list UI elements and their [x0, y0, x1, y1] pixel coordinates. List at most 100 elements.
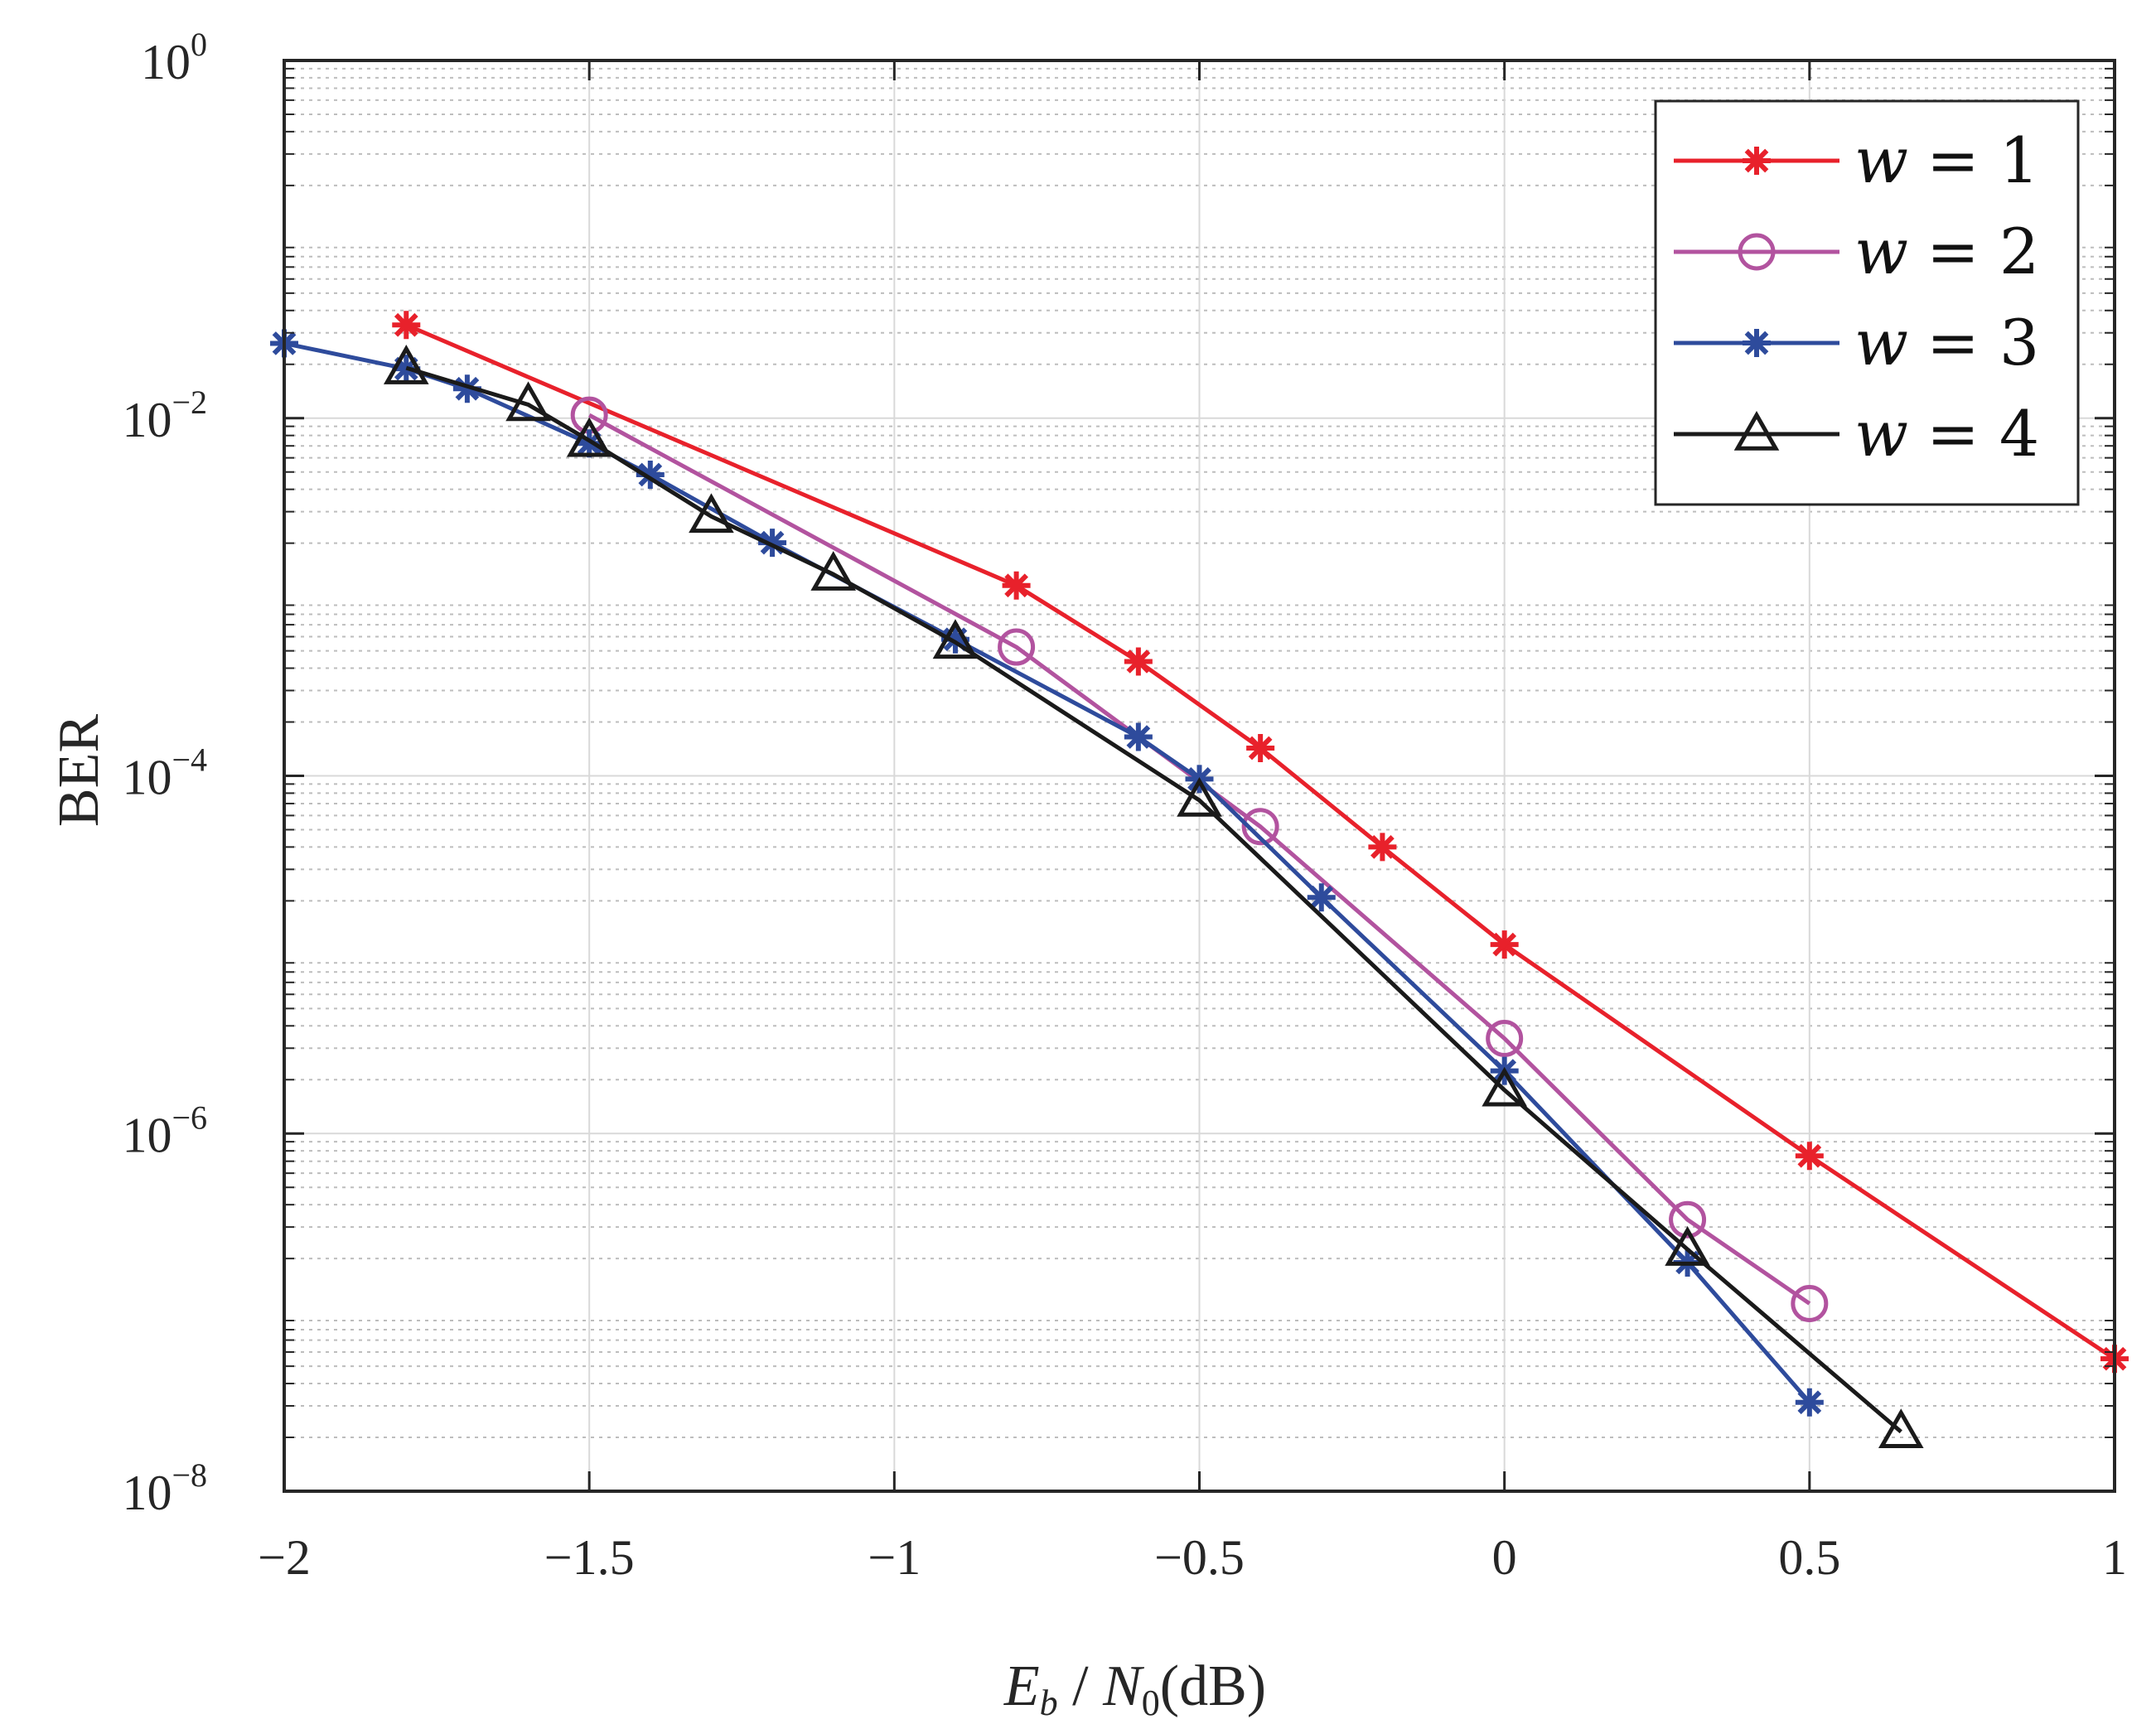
marker-circle [1486, 1020, 1524, 1058]
data-point [1486, 1020, 1524, 1058]
data-point [1124, 722, 1153, 751]
y-tick-label: 10−2 [122, 384, 207, 447]
data-point [998, 628, 1036, 666]
x-label-e: E [1003, 1654, 1040, 1718]
data-point [505, 381, 551, 422]
marker-stroke [1744, 148, 1769, 173]
series-2 [570, 396, 1829, 1322]
x-tick-label: −1.5 [544, 1530, 635, 1585]
data-point [1665, 1226, 1710, 1266]
legend-label-variable: w [1854, 306, 1908, 379]
legend-label: w = 3 [1854, 306, 2039, 379]
legend-item: w = 1 [1674, 123, 2039, 197]
marker-stroke [760, 530, 785, 555]
legend-label-value: = 1 [1926, 123, 2039, 197]
marker-stroke [638, 462, 663, 487]
legend-label: w = 4 [1854, 397, 2039, 471]
x-label-n: N [1102, 1654, 1144, 1718]
y-tick-exponent: −6 [172, 1099, 207, 1136]
x-label-n-sub: 0 [1142, 1683, 1160, 1723]
y-tick-label: 100 [141, 26, 207, 89]
legend-marker [1733, 410, 1780, 451]
marker-circle [998, 628, 1036, 666]
data-point [566, 417, 612, 457]
legend-item: w = 4 [1674, 397, 2039, 471]
x-tick-label: −2 [258, 1530, 311, 1585]
data-point [1307, 883, 1336, 912]
y-tick-base: 10 [122, 1466, 172, 1520]
data-point [689, 493, 734, 534]
series-line [405, 365, 1902, 1434]
y-axis-label: BER [47, 714, 111, 827]
x-tick-label: −1 [868, 1530, 921, 1585]
marker-triangle [566, 417, 612, 457]
y-tick-exponent: −2 [172, 384, 207, 421]
y-tick-base: 10 [141, 35, 191, 89]
svg-text:Eb / N0(dB): Eb / N0(dB) [1003, 1654, 1266, 1723]
marker-stroke [455, 376, 480, 401]
data-point [1124, 647, 1153, 676]
marker-stroke [394, 312, 418, 337]
marker-stroke [1248, 736, 1273, 761]
series-4 [383, 345, 1924, 1448]
series-1 [392, 311, 2129, 1374]
y-tick-label: 10−4 [122, 741, 207, 805]
x-label-sep: / [1058, 1654, 1103, 1718]
marker-stroke [1370, 835, 1395, 859]
data-point [1490, 930, 1519, 959]
data-point [1241, 808, 1279, 846]
y-tick-base: 10 [122, 393, 172, 447]
x-label-unit: (dB) [1160, 1654, 1266, 1718]
marker-triangle [505, 381, 551, 422]
marker-stroke [1309, 885, 1334, 910]
legend-label: w = 2 [1854, 215, 2039, 288]
legend-marker [1738, 233, 1776, 271]
y-tick-base: 10 [122, 751, 172, 805]
marker-stroke [1492, 932, 1517, 957]
legend-box [1654, 99, 2080, 506]
marker-triangle [689, 493, 734, 534]
legend-marker [1743, 147, 1771, 175]
y-tick-exponent: 0 [191, 26, 207, 63]
marker-stroke [1126, 650, 1151, 674]
x-tick-label: −0.5 [1154, 1530, 1245, 1585]
marker-circle [1738, 233, 1776, 271]
legend-label-variable: w [1854, 215, 1908, 288]
marker-triangle [932, 619, 979, 659]
data-point [1669, 1200, 1707, 1239]
x-tick-label: 0.5 [1778, 1530, 1840, 1585]
marker-triangle [810, 551, 857, 591]
legend-label-variable: w [1854, 123, 1908, 197]
data-point [1368, 833, 1397, 862]
legend-label: w = 1 [1854, 123, 2039, 197]
legend-label-value: = 4 [1926, 397, 2039, 471]
legend-label-value: = 2 [1926, 215, 2039, 288]
x-label-e-sub: b [1040, 1683, 1058, 1723]
marker-triangle [1878, 1408, 1924, 1448]
x-tick-label: 1 [2102, 1530, 2127, 1585]
data-point [383, 345, 429, 384]
marker-circle [1791, 1285, 1829, 1322]
y-tick-label: 10−8 [122, 1456, 207, 1520]
marker-triangle [1733, 410, 1780, 451]
marker-stroke [1126, 725, 1151, 749]
data-point [392, 311, 421, 340]
x-tick-label: 0 [1492, 1530, 1517, 1585]
legend-label-value: = 3 [1926, 306, 2039, 379]
data-point [1795, 1142, 1824, 1171]
series-layer [270, 311, 2129, 1448]
marker-stroke [1004, 573, 1028, 598]
marker-stroke [1797, 1143, 1822, 1168]
legend-item: w = 2 [1674, 215, 2039, 288]
data-point [1002, 571, 1031, 600]
y-tick-exponent: −4 [172, 741, 207, 779]
series-line [405, 322, 2116, 1361]
y-tick-label: 10−6 [122, 1099, 207, 1162]
legend-marker [1743, 329, 1771, 357]
data-point [932, 619, 979, 659]
legend-item: w = 3 [1674, 306, 2039, 379]
data-point [810, 551, 857, 591]
data-point [1795, 1388, 1824, 1417]
legend-label-variable: w [1854, 397, 1908, 471]
